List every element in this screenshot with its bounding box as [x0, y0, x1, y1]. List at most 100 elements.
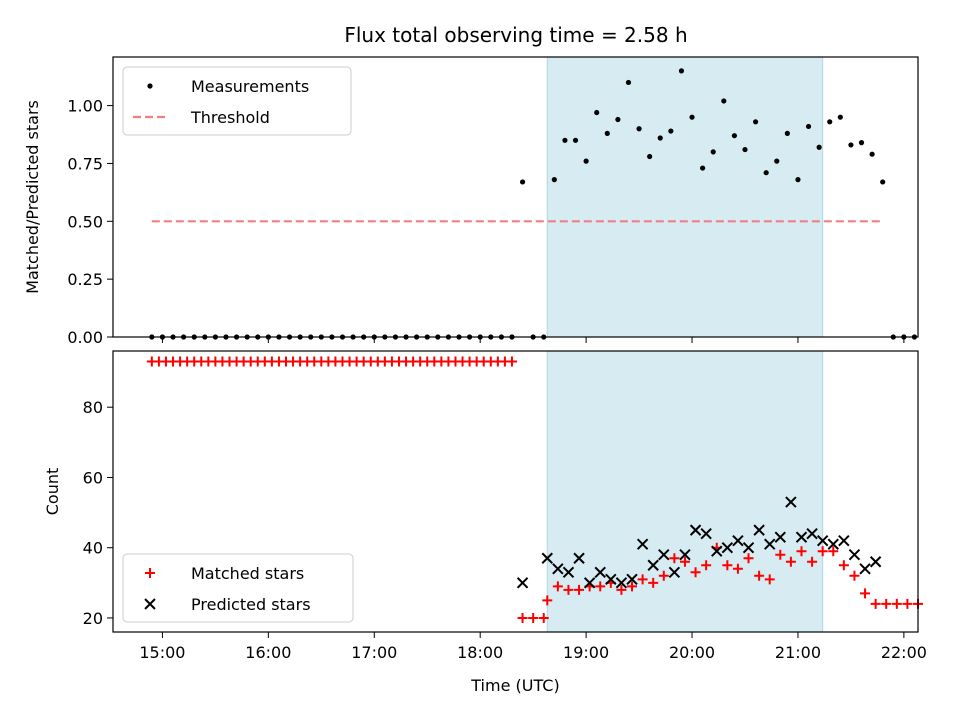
predicted-point [795, 531, 808, 543]
matched-point [870, 598, 881, 609]
measurement-point [668, 128, 674, 134]
predicted-point [732, 534, 744, 547]
measurement-point [583, 158, 589, 164]
matched-point [701, 560, 712, 571]
measurement-point [551, 177, 557, 183]
x-tick-label: 19:00 [563, 643, 609, 662]
predicted-point [764, 538, 776, 550]
matched-point [506, 356, 517, 367]
matched-point [764, 574, 775, 585]
legend-box [122, 66, 352, 136]
matched-point [902, 598, 913, 609]
series-predicted-stars [516, 496, 882, 589]
measurement-point [858, 140, 865, 146]
chart-title: Flux total observing time = 2.58 h [344, 23, 687, 47]
y-tick-label: 0.75 [67, 154, 103, 173]
axes-frame [112, 350, 919, 633]
x-tick-label: 21:00 [775, 643, 821, 662]
y-tick-label: 80 [83, 398, 103, 417]
legend-swatch [145, 568, 155, 578]
measurement-point [594, 109, 600, 116]
matched-point [648, 577, 659, 588]
x-tick-label: 22:00 [881, 643, 927, 662]
top-panel: 0.00 0.25 0.50 0.75 1.00 Matched/Predicted st… [23, 56, 919, 347]
matched-point [722, 560, 733, 571]
legend-swatch [147, 83, 153, 89]
x-tick-label: 16:00 [245, 643, 291, 662]
predicted-point [562, 566, 575, 578]
bottom-panel: 15:00 16:00 17:00 18:00 19:00 20:00 21:00 22:00… [43, 350, 927, 695]
legend-label: Measurements [191, 77, 309, 96]
legend: Measurements Threshold [122, 66, 352, 136]
predicted-point [742, 541, 755, 554]
matched-point [538, 612, 549, 623]
matched-point [860, 588, 871, 599]
matched-point [743, 553, 754, 564]
predicted-point [859, 563, 871, 575]
matched-point [528, 612, 539, 623]
measurement-point [752, 119, 759, 125]
measurement-point [615, 116, 621, 123]
matched-point [732, 563, 743, 574]
predicted-point [541, 552, 553, 564]
measurement-point [689, 114, 695, 120]
legend-label: Predicted stars [191, 595, 311, 614]
y-tick-label: 20 [83, 609, 103, 628]
matched-point [679, 556, 690, 567]
y-axis-label: Matched/Predicted stars [23, 100, 42, 294]
predicted-point [785, 496, 797, 508]
x-axis-label: Time (UTC) [470, 676, 559, 695]
predicted-point [615, 577, 628, 589]
predicted-point [636, 538, 649, 550]
predicted-point [552, 563, 564, 575]
measurement-point [636, 126, 642, 132]
highlight-span [546, 350, 824, 633]
legend: Matched stars Predicted stars [122, 553, 354, 623]
predicted-point [668, 566, 681, 578]
matched-point [796, 546, 807, 557]
matched-point [891, 598, 902, 609]
matched-point [542, 595, 553, 606]
measurement-point [562, 137, 568, 143]
matched-point [817, 546, 828, 557]
measurement-point [827, 119, 833, 125]
predicted-point [647, 559, 659, 571]
measurement-point [657, 135, 663, 141]
x-tick-label: 17:00 [351, 643, 397, 662]
measurement-point [742, 146, 748, 153]
measurement-point [880, 179, 886, 185]
y-axis-label: Count [43, 468, 62, 516]
matched-point [616, 584, 627, 595]
measurement-point [625, 79, 632, 86]
matched-point [595, 581, 606, 592]
matched-point [754, 570, 765, 581]
predicted-point [516, 577, 529, 589]
predicted-point [583, 577, 596, 589]
predicted-point [721, 541, 734, 554]
matched-point [849, 570, 860, 581]
measurement-point [572, 137, 579, 143]
measurement-point [837, 114, 843, 120]
matched-point [574, 584, 585, 595]
predicted-point [658, 549, 670, 561]
measurement-point [731, 133, 738, 139]
measurement-point [816, 144, 822, 150]
x-tick-label: 15:00 [139, 643, 185, 662]
matched-point [552, 581, 563, 592]
predicted-point [711, 545, 723, 557]
axes-frame [112, 56, 919, 338]
measurement-point [647, 153, 653, 160]
legend-box [122, 553, 354, 623]
y-tick-label: 40 [83, 539, 103, 558]
matched-point [627, 581, 638, 592]
legend-swatch [144, 598, 156, 610]
predicted-point [753, 524, 765, 536]
predicted-point [848, 549, 861, 561]
x-tick-label: 20:00 [669, 643, 715, 662]
measurement-point [869, 151, 875, 157]
predicted-point [869, 556, 882, 568]
measurement-point [805, 123, 812, 130]
legend-label: Matched stars [191, 564, 304, 583]
matched-point [785, 556, 796, 567]
